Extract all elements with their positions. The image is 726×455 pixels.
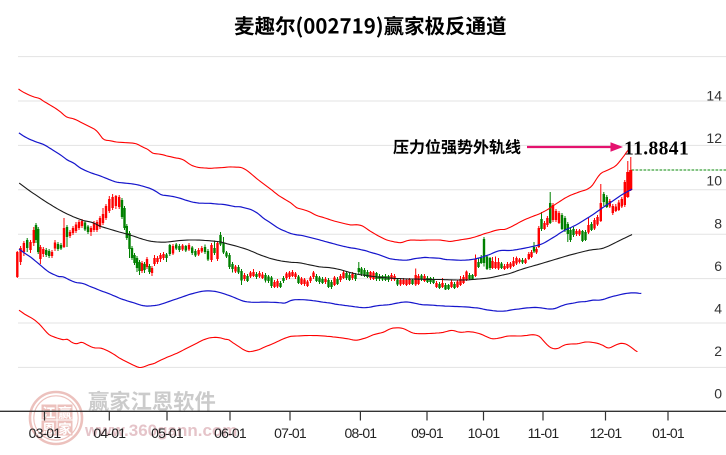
svg-text:11.8841: 11.8841 <box>624 139 689 160</box>
svg-text:8: 8 <box>714 215 722 231</box>
svg-text:07-01: 07-01 <box>274 425 307 441</box>
svg-text:12: 12 <box>706 130 722 146</box>
svg-text:10-01: 10-01 <box>468 425 501 441</box>
svg-text:4: 4 <box>714 301 722 317</box>
svg-text:11-01: 11-01 <box>528 425 560 441</box>
svg-text:05-01: 05-01 <box>151 425 184 441</box>
svg-text:12-01: 12-01 <box>590 425 623 441</box>
svg-text:06-01: 06-01 <box>214 425 247 441</box>
svg-text:03-01: 03-01 <box>29 425 62 441</box>
svg-text:10: 10 <box>706 173 722 189</box>
svg-text:04-01: 04-01 <box>93 425 126 441</box>
svg-text:0: 0 <box>714 386 722 402</box>
svg-text:01-01: 01-01 <box>652 425 685 441</box>
svg-text:www.360gann.com: www.360gann.com <box>84 421 237 440</box>
svg-text:14: 14 <box>706 88 722 104</box>
svg-text:6: 6 <box>714 258 722 274</box>
svg-text:08-01: 08-01 <box>344 425 377 441</box>
svg-text:2: 2 <box>714 343 722 359</box>
svg-text:09-01: 09-01 <box>411 425 444 441</box>
